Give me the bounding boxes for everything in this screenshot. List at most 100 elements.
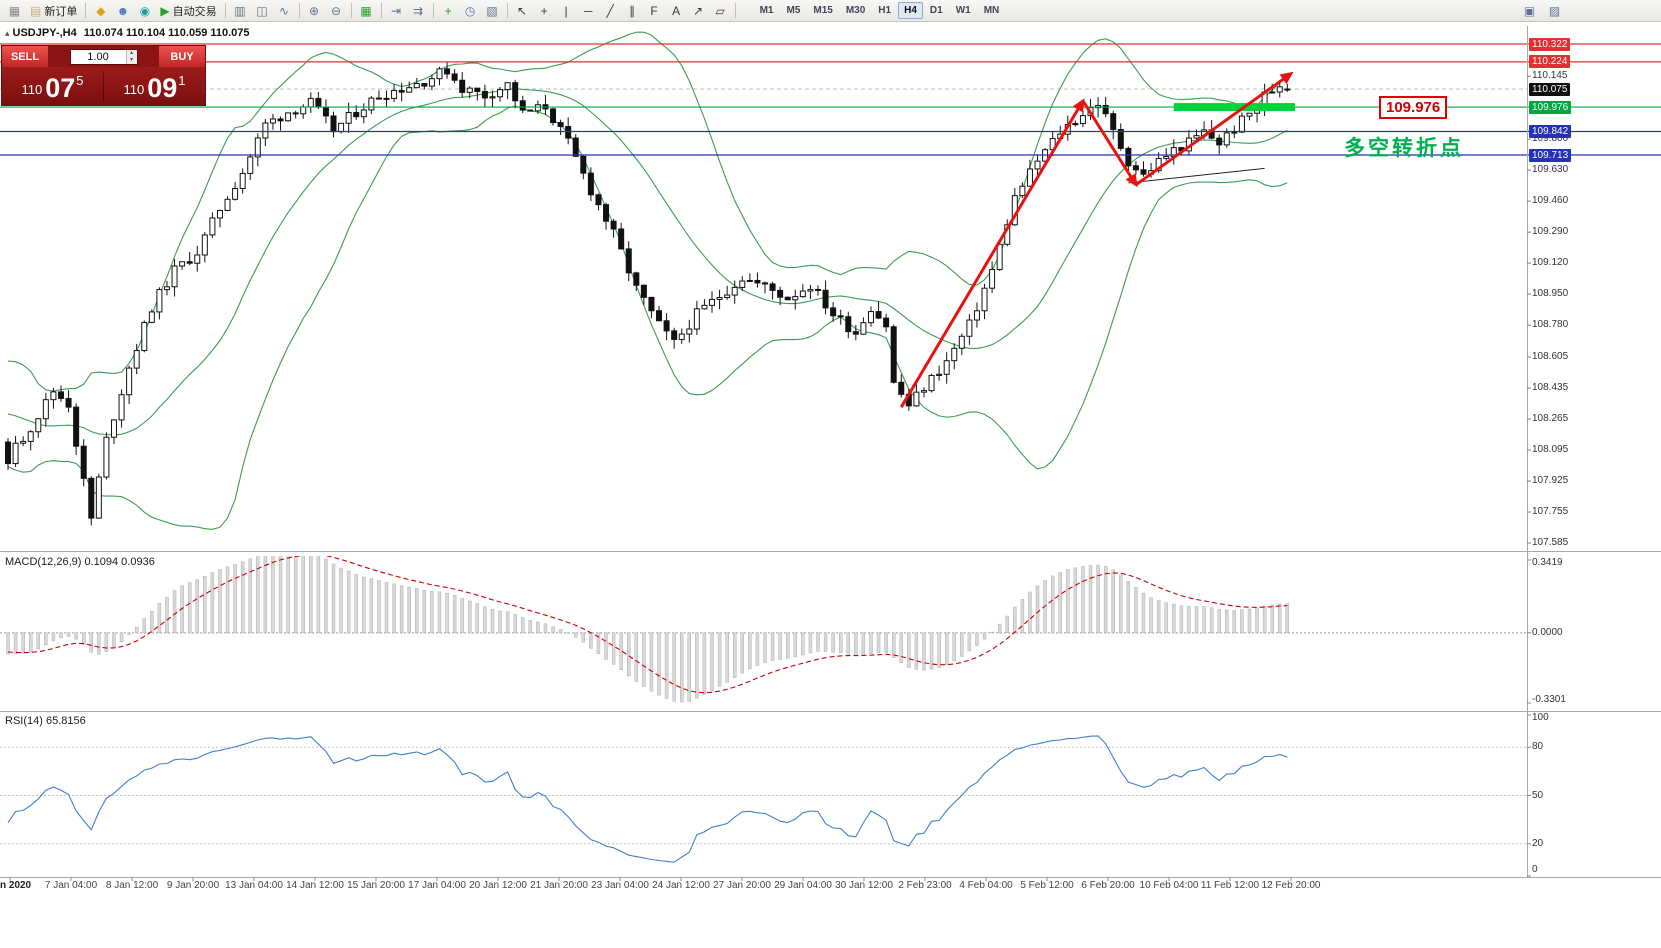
- trade-panel-price-row: 110 07 5 110 09 1: [2, 67, 205, 105]
- time-label: 12 Feb 20:00: [1261, 880, 1321, 891]
- time-label: 5 Feb 12:00: [1020, 880, 1074, 891]
- price-tick-label: 108.950: [1532, 288, 1569, 300]
- bollinger-upper-band: [7, 31, 1288, 392]
- time-label: 17 Jan 04:00: [408, 880, 466, 891]
- templates-icon: ▧: [486, 3, 498, 18]
- rsi-scale-50: 50: [1532, 789, 1544, 801]
- timeframe-mn-button[interactable]: MN: [983, 5, 1000, 16]
- timeframe-h4-button[interactable]: H4: [898, 2, 923, 19]
- price-tick-label: 108.095: [1532, 444, 1569, 456]
- macd-signal-line: [7, 556, 1288, 694]
- time-label: 8 Jan 12:00: [105, 880, 159, 891]
- turning-point-annotation[interactable]: 多空转折点: [1344, 137, 1464, 160]
- shapes-icon[interactable]: ▱: [710, 2, 731, 20]
- bar-chart-icon: ▥: [234, 3, 246, 18]
- time-label: 10 Feb 04:00: [1139, 880, 1199, 891]
- volume-down-button[interactable]: ▾: [126, 56, 137, 64]
- candles: [5, 61, 1291, 526]
- sell-price[interactable]: 110 07 5: [2, 67, 103, 105]
- highlight-band[interactable]: [1173, 103, 1295, 112]
- bollinger-middle-band: [7, 88, 1288, 436]
- trend-arrow-2[interactable]: [1081, 100, 1138, 188]
- line-chart-icon[interactable]: ∿: [274, 2, 295, 20]
- vertical-line-icon[interactable]: |: [556, 2, 577, 20]
- macd-indicator-label: MACD(12,26,9) 0.1094 0.0936: [5, 556, 155, 568]
- rsi-scale-80: 80: [1532, 741, 1544, 753]
- channel-icon: ∥: [629, 3, 636, 18]
- community-icon[interactable]: ◉: [134, 2, 155, 20]
- screenshot-icon[interactable]: ▨: [1548, 3, 1561, 18]
- zoom-in-icon[interactable]: ⊕: [304, 2, 325, 20]
- auto-trading-button[interactable]: ▶ 自动交易: [156, 2, 220, 20]
- trendline-icon[interactable]: ╱: [600, 2, 621, 20]
- price-annotation-box[interactable]: 109.976: [1379, 96, 1448, 119]
- timeframe-m30-button[interactable]: M30: [845, 5, 866, 16]
- bollinger-lower-band: [7, 105, 1288, 530]
- community-icon: ◉: [139, 3, 151, 18]
- cursor-icon[interactable]: ↖: [512, 2, 533, 20]
- buy-button[interactable]: BUY: [159, 46, 205, 67]
- timeframe-bar: M1 M5 M15 M30 H1 H4 D1 W1 MN: [754, 2, 1006, 19]
- vertical-line-icon: |: [564, 3, 568, 18]
- price-tick-label: 109.120: [1532, 257, 1569, 269]
- auto-trading-button-label: 自动交易: [172, 5, 217, 18]
- timeframe-w1-button[interactable]: W1: [955, 5, 971, 16]
- time-label: 13 Jan 04:00: [225, 880, 283, 891]
- profile-icon[interactable]: ☻: [112, 2, 133, 20]
- window-menu-icon: ▦: [8, 3, 21, 18]
- trend-arrow-1[interactable]: [899, 98, 1085, 408]
- window-menu-icon[interactable]: ▦: [4, 2, 25, 20]
- trade-panel-divider: [103, 71, 104, 101]
- zoom-out-icon: ⊖: [331, 3, 342, 18]
- time-label: 27 Jan 20:00: [713, 880, 771, 891]
- period-icon[interactable]: ◷: [460, 2, 481, 20]
- macd-scale-max: 0.3419: [1532, 557, 1563, 568]
- volume-value[interactable]: 1.00: [87, 50, 109, 63]
- toolbar-separator: [224, 3, 226, 18]
- price-line-label: 110.322: [1529, 37, 1571, 51]
- metaeditor-icon[interactable]: ◆: [90, 2, 111, 20]
- support-trendline[interactable]: [1128, 167, 1265, 184]
- chart-symbol-period: USDJPY-,H4: [12, 27, 77, 39]
- timeframe-d1-button[interactable]: D1: [929, 5, 943, 16]
- time-label: 4 Feb 04:00: [959, 880, 1013, 891]
- trend-arrow-3[interactable]: [1135, 71, 1294, 186]
- tile-windows-icon[interactable]: ▦: [356, 2, 377, 20]
- price-tick-label: 109.290: [1532, 226, 1569, 238]
- crosshair-icon[interactable]: +: [534, 2, 555, 20]
- new-order-button[interactable]: ▤ 新订单: [26, 2, 81, 20]
- channel-icon[interactable]: ∥: [622, 2, 643, 20]
- timeframe-m15-button[interactable]: M15: [813, 5, 833, 16]
- fibonacci-icon[interactable]: F: [644, 2, 665, 20]
- arrows-icon[interactable]: ↗: [688, 2, 709, 20]
- candlestick-chart-icon[interactable]: ◫: [252, 2, 273, 20]
- price-tick-label: 109.800: [1532, 133, 1569, 145]
- auto-scroll-icon[interactable]: ⇉: [408, 2, 429, 20]
- bid-price-label: 110.075: [1529, 82, 1571, 96]
- timeframe-m1-button[interactable]: M1: [759, 5, 774, 16]
- bar-chart-icon[interactable]: ▥: [230, 2, 251, 20]
- timeframe-m5-button[interactable]: M5: [786, 5, 801, 16]
- chart-shift-icon[interactable]: ⇥: [386, 2, 407, 20]
- text-icon: A: [672, 3, 681, 18]
- zoom-out-icon[interactable]: ⊖: [326, 2, 347, 20]
- buy-price[interactable]: 110 09 1: [104, 67, 205, 105]
- new-window-icon[interactable]: ▣: [1523, 3, 1536, 18]
- time-label: 9 Jan 20:00: [166, 880, 220, 891]
- volume-up-button[interactable]: ▴: [126, 49, 137, 57]
- time-label: 23 Jan 04:00: [591, 880, 649, 891]
- horizontal-line-icon[interactable]: ─: [578, 2, 599, 20]
- price-tick-label: 108.780: [1532, 319, 1569, 331]
- timeframe-h1-button[interactable]: H1: [878, 5, 892, 16]
- price-tick-label: 107.585: [1532, 537, 1569, 548]
- sell-button[interactable]: SELL: [2, 46, 48, 67]
- tile-windows-icon: ▦: [360, 3, 372, 18]
- text-icon[interactable]: A: [666, 2, 687, 20]
- indicators-icon[interactable]: +: [438, 2, 459, 20]
- buy-price-big: 09: [147, 72, 178, 103]
- volume-field[interactable]: 1.00 ▴ ▾: [69, 48, 138, 65]
- buy-price-sup: 1: [178, 73, 186, 88]
- zoom-in-icon: ⊕: [309, 3, 320, 18]
- templates-icon[interactable]: ▧: [482, 2, 503, 20]
